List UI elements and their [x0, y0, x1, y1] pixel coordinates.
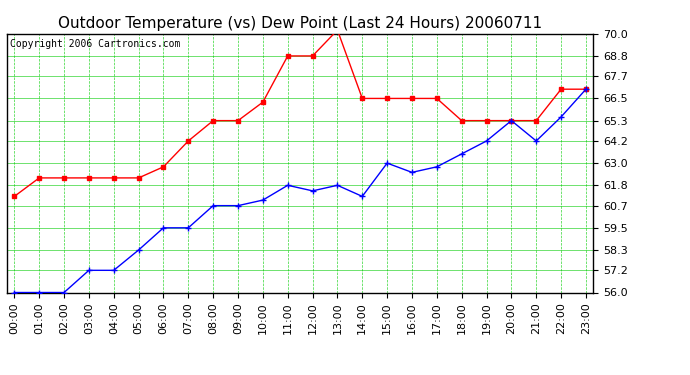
Title: Outdoor Temperature (vs) Dew Point (Last 24 Hours) 20060711: Outdoor Temperature (vs) Dew Point (Last…	[58, 16, 542, 31]
Text: Copyright 2006 Cartronics.com: Copyright 2006 Cartronics.com	[10, 39, 180, 49]
